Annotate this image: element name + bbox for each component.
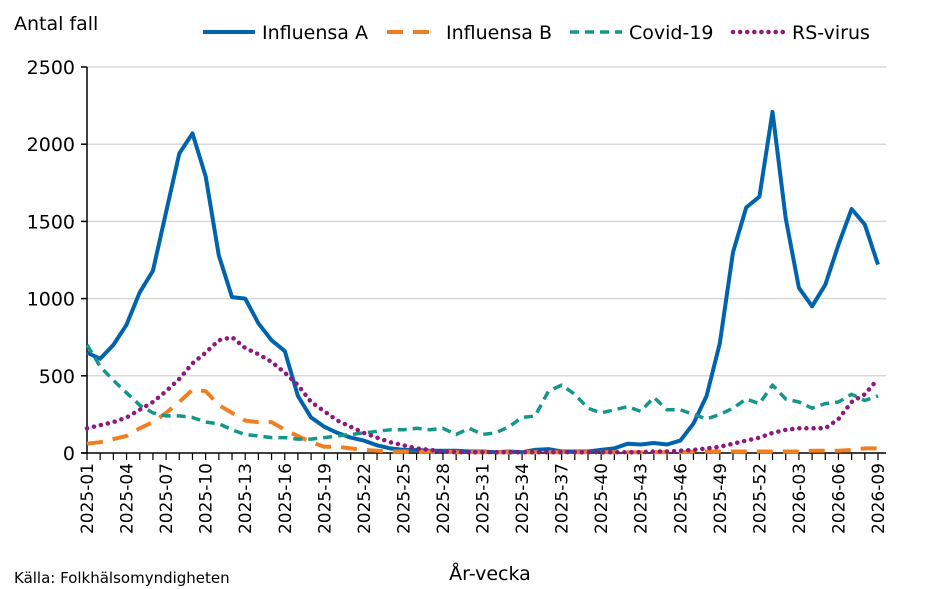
x-tick-label: 2025-16 [276, 463, 296, 534]
x-tick-label: 2025-46 [671, 463, 691, 534]
source-note: Källa: Folkhälsomyndigheten [14, 569, 230, 587]
legend-label: Influensa B [446, 22, 552, 44]
x-tick-label: 2025-43 [632, 463, 652, 534]
legend-label: RS-virus [792, 22, 870, 44]
x-tick-label: 2026-09 [869, 463, 889, 534]
x-tick-label: 2025-04 [118, 463, 138, 534]
x-tick-label: 2025-07 [157, 463, 177, 534]
x-tick-label: 2025-19 [315, 463, 335, 534]
x-tick-label: 2025-01 [78, 463, 98, 534]
x-axis-label: År-vecka [449, 562, 531, 585]
x-tick-label: 2025-22 [355, 463, 375, 534]
y-tick-label: 1000 [27, 289, 75, 311]
y-tick-label: 1500 [27, 211, 75, 233]
x-tick-label: 2025-13 [236, 463, 256, 534]
legend-label: Influensa A [262, 22, 368, 44]
x-tick-label: 2026-03 [790, 463, 810, 534]
x-tick-label: 2025-10 [197, 463, 217, 534]
x-tick-label: 2025-25 [394, 463, 414, 534]
y-tick-label: 2000 [27, 134, 75, 156]
x-tick-label: 2025-52 [750, 463, 770, 534]
series-line-influensa-b [86, 387, 878, 455]
y-tick-label: 500 [39, 366, 75, 388]
y-tick-label: 2500 [27, 57, 75, 79]
legend-label: Covid-19 [629, 22, 714, 44]
x-tick-label: 2025-28 [434, 463, 454, 534]
x-tick-label: 2025-40 [592, 463, 612, 534]
x-tick-label: 2026-06 [829, 463, 849, 534]
y-axis-label: Antal fall [14, 13, 98, 35]
y-tick-label: 0 [63, 443, 75, 465]
x-tick-label: 2025-37 [553, 463, 573, 534]
x-tick-label: 2025-31 [474, 463, 494, 534]
series-line-rs-virus [84, 334, 881, 455]
x-tick-label: 2025-49 [711, 463, 731, 534]
series-line-influensa-a [86, 109, 880, 455]
x-tick-label: 2025-34 [513, 463, 533, 534]
